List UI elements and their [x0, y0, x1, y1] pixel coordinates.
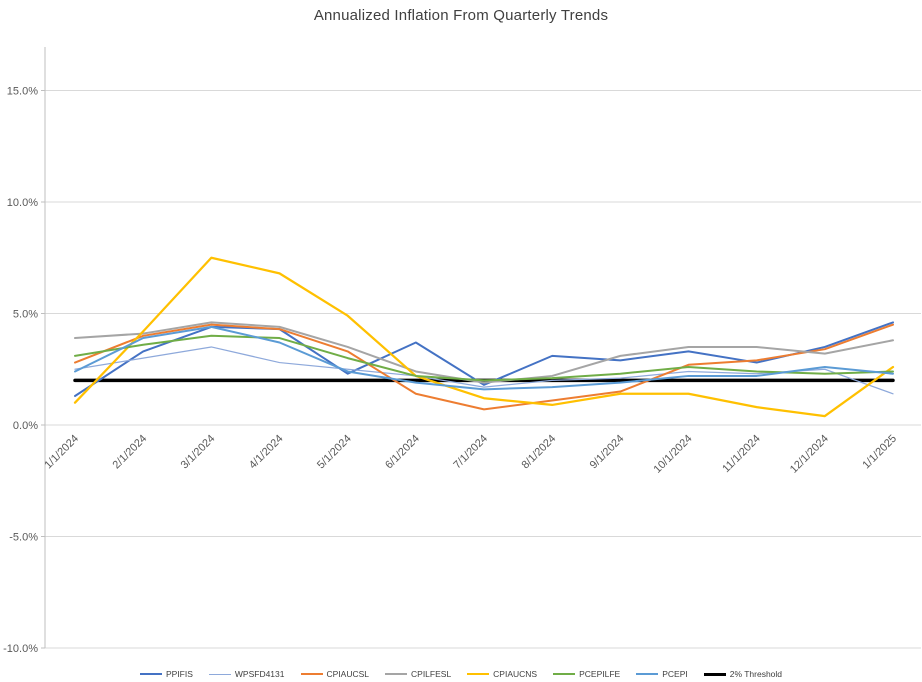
legend-label: CPIAUCNS — [493, 669, 538, 679]
x-axis-label: 2/1/2024 — [111, 433, 150, 472]
x-axis-label: 12/1/2024 — [788, 433, 831, 476]
x-axis-label: 11/1/2024 — [720, 433, 763, 476]
legend-swatch-icon — [703, 672, 726, 676]
y-axis-label: -10.0% — [3, 643, 38, 655]
y-axis-label: 0.0% — [13, 420, 38, 432]
series-line-pcepi — [74, 325, 894, 391]
legend-label: CPILFESL — [411, 669, 452, 679]
legend-item-pcepilfe: PCEPILFE — [553, 669, 620, 679]
legend-item-cpiaucsl: CPIAUCSL — [300, 669, 370, 679]
y-axis-label: 5.0% — [13, 309, 38, 321]
chart-legend: PPIFIS WPSFD4131 CPIAUCSL CPILFESL CPIAUCNS P… — [0, 669, 922, 679]
legend-label: PCEPI — [662, 669, 688, 679]
x-axis-label: 5/1/2024 — [315, 433, 354, 472]
y-axis-label: 10.0% — [7, 197, 38, 209]
legend-label: WPSFD4131 — [234, 669, 285, 679]
legend-swatch-icon — [467, 673, 490, 675]
series-line-wpsfd4131 — [74, 346, 894, 395]
legend-swatch-icon — [553, 673, 576, 675]
y-axis-label: 15.0% — [7, 86, 38, 98]
series-line-ppifis — [74, 321, 894, 398]
x-axis-label: 4/1/2024 — [247, 433, 286, 472]
x-axis-label: 8/1/2024 — [520, 433, 559, 472]
series-line-cpiaucsl — [74, 323, 894, 411]
legend-item-2-threshold: 2% Threshold — [703, 669, 783, 679]
legend-swatch-icon — [385, 673, 408, 675]
series-line-cpilfesl — [74, 321, 894, 384]
legend-swatch-icon — [139, 673, 162, 675]
series-line-pcepilfe — [74, 334, 894, 382]
x-axis-label: 1/1/2024 — [42, 433, 81, 472]
series-line-cpiaucns — [73, 256, 895, 418]
legend-item-pcepi: PCEPI — [636, 669, 688, 679]
legend-label: PCEPILFE — [579, 669, 621, 679]
legend-item-ppifis: PPIFIS — [139, 669, 193, 679]
legend-swatch-icon — [300, 673, 323, 675]
x-axis-label: 3/1/2024 — [179, 433, 218, 472]
legend-label: CPIAUCSL — [326, 669, 370, 679]
legend-swatch-icon — [636, 673, 659, 675]
x-axis-label: 7/1/2024 — [451, 433, 490, 472]
x-axis-label: 10/1/2024 — [652, 433, 695, 476]
legend-item-wpsfd4131: WPSFD4131 — [208, 669, 285, 679]
y-axis-label: -5.0% — [9, 532, 38, 544]
x-axis-label: 1/1/2025 — [860, 433, 899, 472]
legend-item-cpilfesl: CPILFESL — [385, 669, 451, 679]
chart-title: Annualized Inflation From Quarterly Tren… — [313, 7, 609, 24]
x-axis-label: 9/1/2024 — [588, 433, 627, 472]
legend-label: PPIFIS — [165, 669, 193, 679]
x-axis-label: 6/1/2024 — [383, 433, 422, 472]
legend-label: 2% Threshold — [729, 669, 783, 679]
legend-item-cpiaucns: CPIAUCNS — [467, 669, 537, 679]
legend-swatch-icon — [208, 673, 231, 675]
